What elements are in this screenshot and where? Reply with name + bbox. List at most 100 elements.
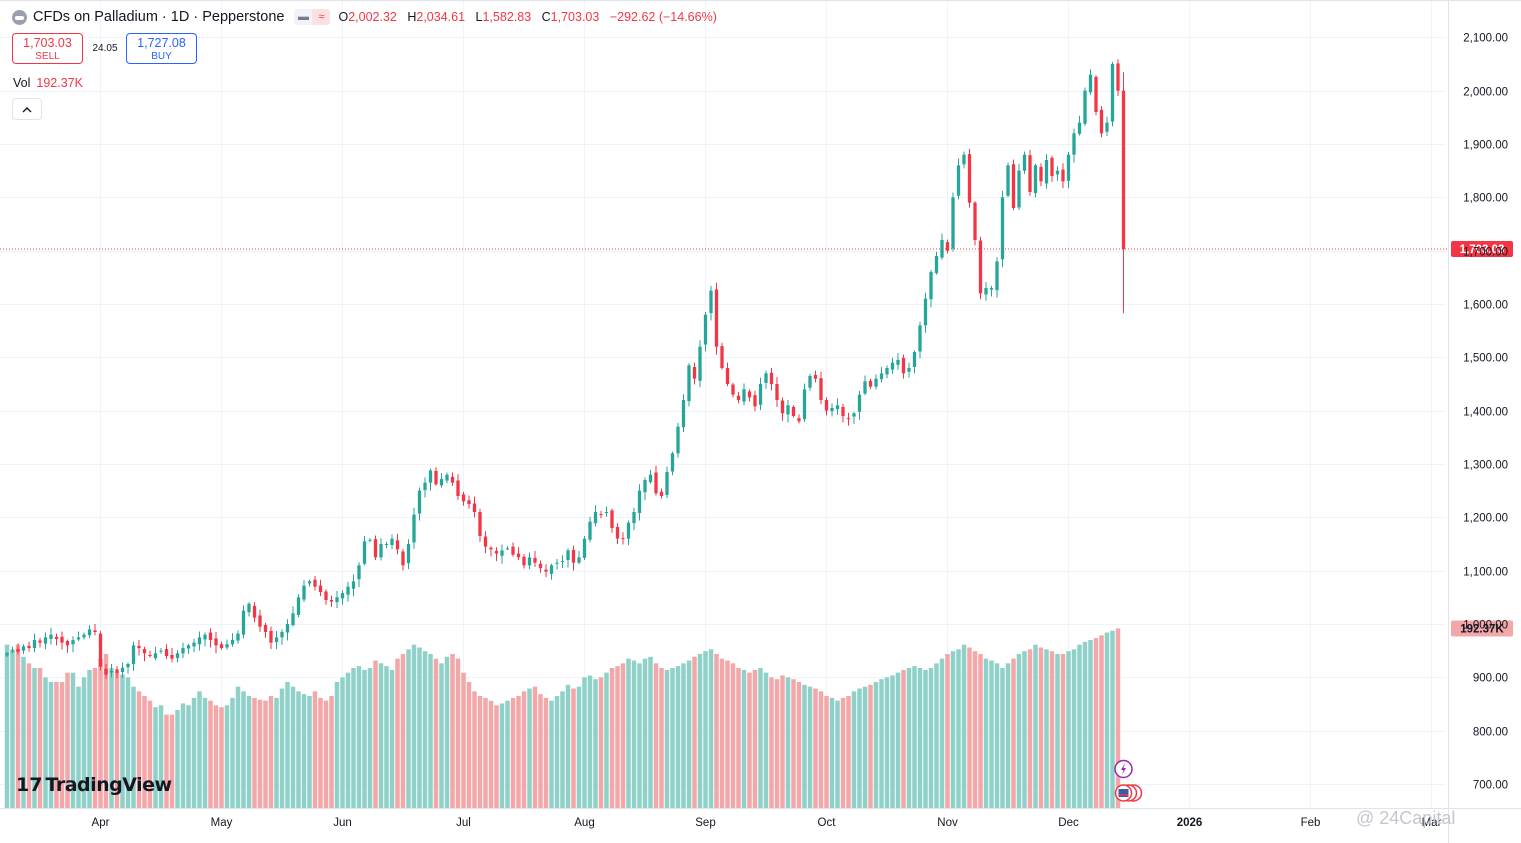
sell-button[interactable]: 1,703.03 SELL <box>12 33 83 64</box>
volume-bar <box>125 677 131 808</box>
candle-body <box>753 395 757 407</box>
candle-body <box>395 540 400 550</box>
candle-body <box>296 597 301 615</box>
volume-bar <box>76 686 81 808</box>
candle-body <box>368 539 372 541</box>
volume-bar <box>692 656 697 808</box>
candle-body <box>1066 154 1071 181</box>
volume-legend[interactable]: Vol 192.37K <box>13 76 83 90</box>
candle-body <box>1083 90 1087 124</box>
candle-body <box>450 476 455 483</box>
candlesticks <box>5 59 1126 679</box>
candle-body <box>302 585 306 600</box>
candle-body <box>401 551 405 566</box>
volume-bar <box>153 707 158 808</box>
delayed-data-icon[interactable]: ≈ <box>312 9 331 25</box>
candle-body <box>10 650 15 652</box>
volume-bar <box>835 700 840 808</box>
volume-bar <box>543 697 549 808</box>
buy-button[interactable]: 1,727.08 BUY <box>126 33 197 64</box>
candle-body <box>16 649 20 652</box>
volume-bar <box>120 674 125 808</box>
volume-bars <box>4 628 1121 808</box>
volume-bar <box>708 649 714 808</box>
symbol-title[interactable]: CFDs on Palladium · 1D · Pepperstone <box>33 9 285 25</box>
volume-bar <box>164 714 169 808</box>
volume-bar <box>868 684 873 808</box>
volume-bar <box>312 691 318 808</box>
volume-bar <box>472 691 477 808</box>
candle-body <box>373 539 378 558</box>
volume-bar <box>593 679 598 808</box>
candle-body <box>263 625 268 632</box>
volume-bar <box>21 656 26 808</box>
candle-body <box>258 615 262 627</box>
candle-body <box>764 373 768 383</box>
candle-body <box>549 565 554 574</box>
candle-body <box>428 470 433 483</box>
candle-body <box>148 654 152 656</box>
volume-bar <box>318 697 323 808</box>
candle-body <box>665 472 669 495</box>
candle-body <box>54 636 59 639</box>
last-volume-tag <box>1451 620 1513 637</box>
volume-bar <box>631 660 637 808</box>
volume-bar <box>186 705 191 808</box>
candle-body <box>1017 170 1021 208</box>
volume-bar <box>961 644 967 808</box>
candle-body <box>313 579 317 587</box>
candle-body <box>1077 122 1082 134</box>
lightning-event-icon <box>1114 759 1133 779</box>
candle-body <box>1094 76 1098 112</box>
volume-bar <box>235 686 241 808</box>
candle-body <box>412 514 416 543</box>
volume-bar <box>521 691 527 808</box>
volume-bar <box>461 672 466 808</box>
volume-bar <box>978 654 983 808</box>
candle-body <box>654 472 658 494</box>
tradingview-logo[interactable]: 17 TradingView <box>16 774 172 796</box>
volume-bar <box>345 672 351 808</box>
volume-bar <box>323 700 329 808</box>
high-label: H <box>407 10 417 24</box>
volume-legend-value: 192.37K <box>36 76 83 90</box>
lightning-icon-bolt <box>1121 763 1126 775</box>
candle-body <box>819 378 823 400</box>
collapse-legend-button[interactable] <box>12 98 42 120</box>
x-tick-label: Dec <box>1058 817 1079 829</box>
volume-bar <box>26 663 32 808</box>
volume-bar <box>774 679 780 808</box>
volume-bar <box>686 660 692 808</box>
status-badges[interactable]: ▬ ≈ <box>294 9 331 25</box>
volume-bar <box>158 705 164 808</box>
candle-body <box>71 640 75 645</box>
candle-body <box>1116 63 1120 91</box>
candle-body <box>252 605 257 618</box>
candle-body <box>670 453 675 472</box>
volume-bar <box>395 658 400 808</box>
candle-body <box>27 645 31 648</box>
candle-body <box>874 378 878 387</box>
volume-bar <box>142 696 147 808</box>
volume-bar <box>180 703 186 808</box>
candle-body <box>351 581 356 589</box>
event-markers[interactable] <box>1114 759 1143 802</box>
candle-body <box>934 256 939 274</box>
y-tick-label: 1,300.00 <box>1463 460 1508 472</box>
x-tick-label: Oct <box>818 817 837 829</box>
candle-body <box>467 500 471 504</box>
candle-body <box>65 641 70 646</box>
candle-body <box>76 637 81 640</box>
x-tick-label: Apr <box>92 817 110 829</box>
volume-bar <box>714 654 719 808</box>
x-tick-label: 2026 <box>1177 817 1203 829</box>
candle-body <box>703 314 708 345</box>
candle-body <box>269 630 273 643</box>
candle-body <box>736 395 741 400</box>
palladium-symbol-icon[interactable] <box>12 9 27 25</box>
candle-body <box>637 490 642 514</box>
volume-bar <box>246 696 252 808</box>
market-status-icon[interactable]: ▬ <box>297 11 309 23</box>
candle-body <box>560 561 565 563</box>
